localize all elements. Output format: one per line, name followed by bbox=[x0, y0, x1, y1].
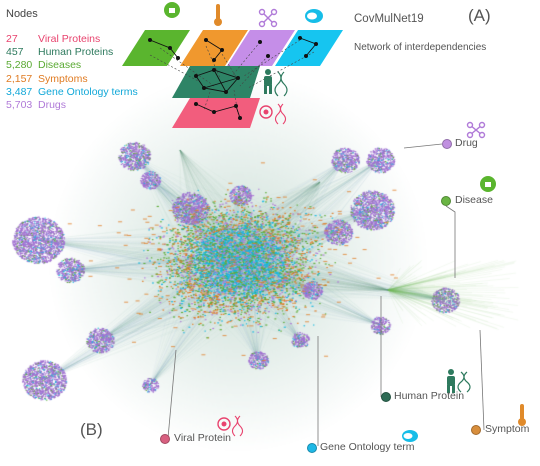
legend-label: Drugs bbox=[38, 98, 67, 111]
legend-label: Gene Ontology terms bbox=[38, 85, 138, 98]
layer-disease bbox=[122, 30, 190, 66]
intralayer-links bbox=[149, 37, 317, 119]
disease-callout-dot bbox=[441, 196, 451, 206]
human-protein-icon bbox=[447, 369, 471, 393]
panel-b-label: (B) bbox=[80, 420, 103, 439]
app-subtitle: Network of interdependencies bbox=[354, 42, 487, 53]
virus-dna-icon bbox=[259, 103, 287, 125]
symptom-thermometer-icon bbox=[518, 404, 526, 426]
human-protein-callout-label: Human Protein bbox=[394, 390, 465, 402]
interlayer-dashed-links bbox=[149, 39, 315, 115]
go-cloud-icon bbox=[305, 9, 323, 23]
layer-drug bbox=[227, 30, 295, 66]
app-title: CovMulNet19 bbox=[354, 13, 424, 25]
legend-item: 5,280 Diseases bbox=[6, 59, 138, 72]
layer-symptom bbox=[180, 30, 248, 66]
gene-ontology-callout-label: Gene Ontology term bbox=[320, 441, 415, 453]
drug-callout-label: Drug bbox=[455, 137, 478, 149]
thermometer-icon bbox=[214, 4, 222, 26]
legend-count: 5,280 bbox=[6, 59, 33, 72]
symptom-callout-dot bbox=[471, 425, 481, 435]
panel-a-label: (A) bbox=[468, 6, 491, 25]
symptom-callout-label: Symptom bbox=[485, 423, 530, 435]
layer-viral-protein bbox=[172, 98, 260, 128]
molecule-icon bbox=[258, 8, 278, 28]
callout-leader-lines bbox=[167, 143, 485, 446]
legend-item: 3,487 Gene Ontology terms bbox=[6, 86, 138, 99]
human-protein-callout-dot bbox=[381, 392, 391, 402]
layer-nodes bbox=[148, 36, 318, 120]
drug-callout-dot bbox=[442, 139, 452, 149]
legend-label: Viral Proteins bbox=[38, 33, 101, 45]
legend-count: 5,703 bbox=[6, 98, 33, 111]
viral-protein-callout-dot bbox=[160, 434, 170, 444]
human-dna-icon bbox=[264, 69, 288, 97]
disease-virus-face-icon bbox=[480, 176, 496, 192]
legend-item: 5,703 Drugs bbox=[6, 99, 138, 112]
virus-face-icon bbox=[164, 2, 180, 18]
disease-callout-label: Disease bbox=[455, 194, 493, 206]
node-legend: 27 Viral Proteins 457 Human Proteins 5,280 Di… bbox=[6, 33, 138, 112]
legend-label: Human Proteins bbox=[38, 46, 114, 59]
layer-gene-ontology bbox=[275, 30, 343, 66]
legend-label: Diseases bbox=[38, 59, 82, 72]
legend-label: Symptoms bbox=[38, 72, 88, 85]
legend-item: 27 Viral Proteins bbox=[6, 33, 138, 46]
legend-count: 2,157 bbox=[6, 72, 33, 85]
drug-molecule-icon bbox=[466, 121, 486, 139]
legend-count: 27 bbox=[6, 33, 18, 45]
legend-item: 457 Human Proteins bbox=[6, 46, 138, 59]
legend-count: 3,487 bbox=[6, 85, 33, 98]
legend-count: 457 bbox=[6, 46, 24, 59]
layer-human-protein bbox=[172, 66, 260, 98]
gene-ontology-cloud-icon bbox=[402, 430, 418, 442]
viral-protein-callout-label: Viral Protein bbox=[174, 432, 232, 444]
nodes-heading: Nodes bbox=[6, 8, 38, 20]
viral-protein-icon bbox=[217, 415, 244, 437]
legend-item: 2,157 Symptoms bbox=[6, 73, 138, 86]
gene-ontology-callout-dot bbox=[307, 443, 317, 453]
